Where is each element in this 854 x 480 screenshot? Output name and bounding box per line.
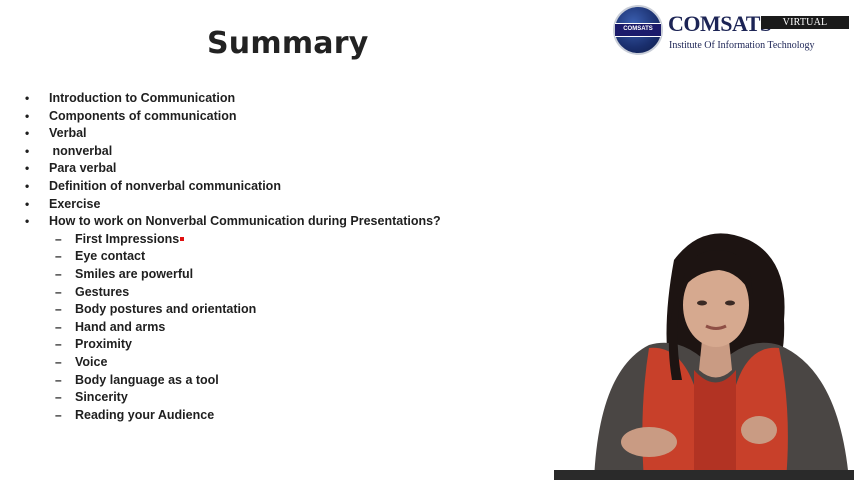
laser-pointer-dot	[180, 237, 185, 242]
list-item: Para verbal	[24, 160, 441, 178]
sub-list-item: Gestures	[24, 284, 441, 302]
slide-title: Summary	[207, 26, 369, 61]
sub-list-item: Sincerity	[24, 389, 441, 407]
list-item: Introduction to Communication	[24, 90, 441, 108]
list-item: Definition of nonverbal communication	[24, 178, 441, 196]
logo-brand: COMSATS	[668, 11, 772, 36]
sub-list-item: Body postures and orientation	[24, 301, 441, 319]
sub-list-item: Eye contact	[24, 248, 441, 266]
sub-list-item: Reading your Audience	[24, 407, 441, 425]
list-item: Exercise	[24, 196, 441, 214]
list-item: How to work on Nonverbal Communication d…	[24, 213, 441, 231]
list-item: Verbal	[24, 125, 441, 143]
sub-list-item: Hand and arms	[24, 319, 441, 337]
sub-list-item: Smiles are powerful	[24, 266, 441, 284]
logo-tagline: Institute Of Information Technology	[669, 40, 815, 51]
sub-list-item: Body language as a tool	[24, 372, 441, 390]
list-item: nonverbal	[24, 143, 441, 161]
sub-list-item: Proximity	[24, 336, 441, 354]
list-item: Components of communication	[24, 108, 441, 126]
comsats-seal-icon: COMSATS	[613, 5, 663, 55]
comsats-logo: COMSATS COMSATS VIRTUAL CAMPUS Institute…	[613, 4, 854, 56]
sub-list-item: Voice	[24, 354, 441, 372]
presenter-video	[554, 233, 854, 480]
sub-list-item: First Impressions	[24, 231, 441, 249]
virtual-campus-badge: VIRTUAL CAMPUS	[761, 16, 849, 41]
summary-list: Introduction to Communication Components…	[24, 90, 441, 424]
